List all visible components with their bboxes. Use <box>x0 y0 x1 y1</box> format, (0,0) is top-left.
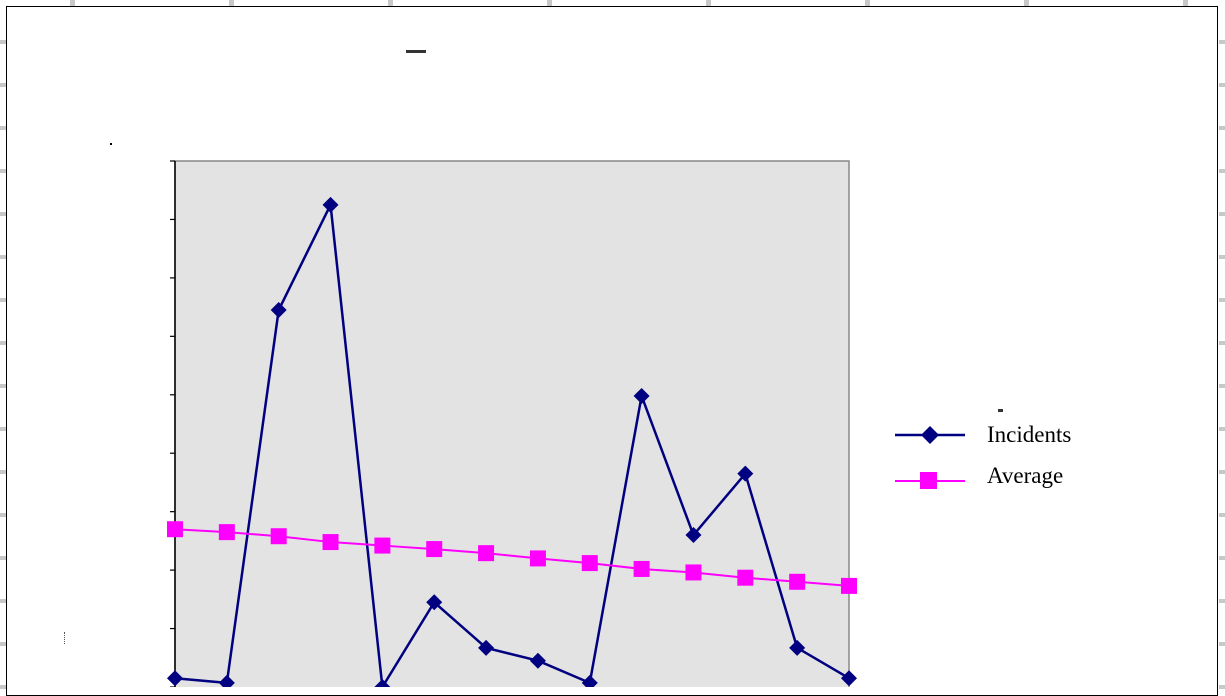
ruler-tick <box>1219 384 1225 388</box>
plot-area <box>174 160 850 687</box>
data-point-incidents <box>633 387 650 404</box>
ruler-tick <box>0 126 6 130</box>
data-point-incidents <box>841 670 857 687</box>
ruler-tick <box>1219 212 1225 216</box>
ruler-tick <box>1183 0 1188 6</box>
ruler-tick <box>1219 642 1225 646</box>
legend: Incidents Average <box>895 420 1125 500</box>
data-point-average <box>426 541 443 558</box>
data-point-average <box>789 573 806 590</box>
ruler-tick <box>0 40 6 44</box>
data-point-incidents <box>478 639 495 656</box>
ruler-tick <box>0 384 6 388</box>
data-point-incidents <box>529 652 546 669</box>
ruler-tick <box>1219 556 1225 560</box>
data-point-incidents <box>167 670 183 687</box>
ruler-tick <box>70 0 75 6</box>
ruler-tick <box>1219 470 1225 474</box>
ruler-tick <box>1219 169 1225 173</box>
ruler-tick <box>1219 83 1225 87</box>
data-point-average <box>685 564 702 581</box>
data-point-incidents <box>581 674 598 687</box>
y-ticks <box>170 160 175 687</box>
ruler-tick <box>0 212 6 216</box>
ruler-tick <box>1219 341 1225 345</box>
legend-label-average: Average <box>987 463 1064 488</box>
ruler-tick <box>865 0 870 6</box>
data-point-incidents <box>270 302 287 319</box>
ruler-tick <box>0 599 6 603</box>
ruler-tick <box>1219 255 1225 259</box>
ruler-tick <box>0 470 6 474</box>
dotted-mark <box>64 632 66 644</box>
data-point-average <box>478 545 495 562</box>
data-point-incidents <box>737 465 754 482</box>
legend-label-incidents: Incidents <box>987 422 1072 447</box>
legend-swatch-average <box>895 472 965 489</box>
top-ruler <box>0 0 1225 6</box>
ruler-tick <box>706 0 711 6</box>
data-point-incidents <box>789 639 806 656</box>
ruler-tick <box>0 556 6 560</box>
ruler-tick <box>1219 40 1225 44</box>
ruler-tick <box>0 341 6 345</box>
data-point-incidents <box>218 674 235 687</box>
ruler-tick <box>0 298 6 302</box>
data-point-average <box>167 521 183 538</box>
legend-item-incidents: Incidents <box>895 420 1125 450</box>
data-point-average <box>218 524 235 541</box>
left-ruler <box>0 0 6 689</box>
series-line-average <box>174 528 850 587</box>
ruler-tick <box>388 0 393 6</box>
chart-title-mark <box>406 50 426 53</box>
ruler-tick <box>1219 599 1225 603</box>
legend-swatch-incidents <box>895 426 965 444</box>
ruler-tick <box>547 0 552 6</box>
ruler-tick <box>1219 126 1225 130</box>
data-point-incidents <box>685 527 702 544</box>
ruler-tick <box>1219 513 1225 517</box>
ruler-tick <box>1024 0 1029 6</box>
data-point-average <box>374 537 391 554</box>
data-point-average <box>322 534 339 551</box>
ruler-tick <box>0 83 6 87</box>
ruler-tick <box>0 169 6 173</box>
legend-item-average: Average <box>895 461 1125 491</box>
ruler-tick <box>1219 427 1225 431</box>
data-point-incidents <box>322 196 339 213</box>
data-point-average <box>581 555 598 572</box>
data-point-average <box>841 577 857 594</box>
data-point-incidents <box>374 679 391 687</box>
ruler-tick <box>0 255 6 259</box>
ruler-tick <box>0 642 6 646</box>
ruler-tick <box>0 427 6 431</box>
data-point-average <box>737 569 754 586</box>
data-point-incidents <box>426 594 443 611</box>
ruler-tick <box>0 513 6 517</box>
data-point-average <box>270 528 287 545</box>
legend-title-mark <box>998 409 1003 412</box>
data-point-average <box>529 550 546 567</box>
data-point-average <box>633 560 650 577</box>
series-layer <box>167 196 857 687</box>
series-line-incidents <box>174 200 850 687</box>
stray-dot <box>110 143 112 145</box>
ruler-tick <box>1219 298 1225 302</box>
ruler-tick <box>229 0 234 6</box>
